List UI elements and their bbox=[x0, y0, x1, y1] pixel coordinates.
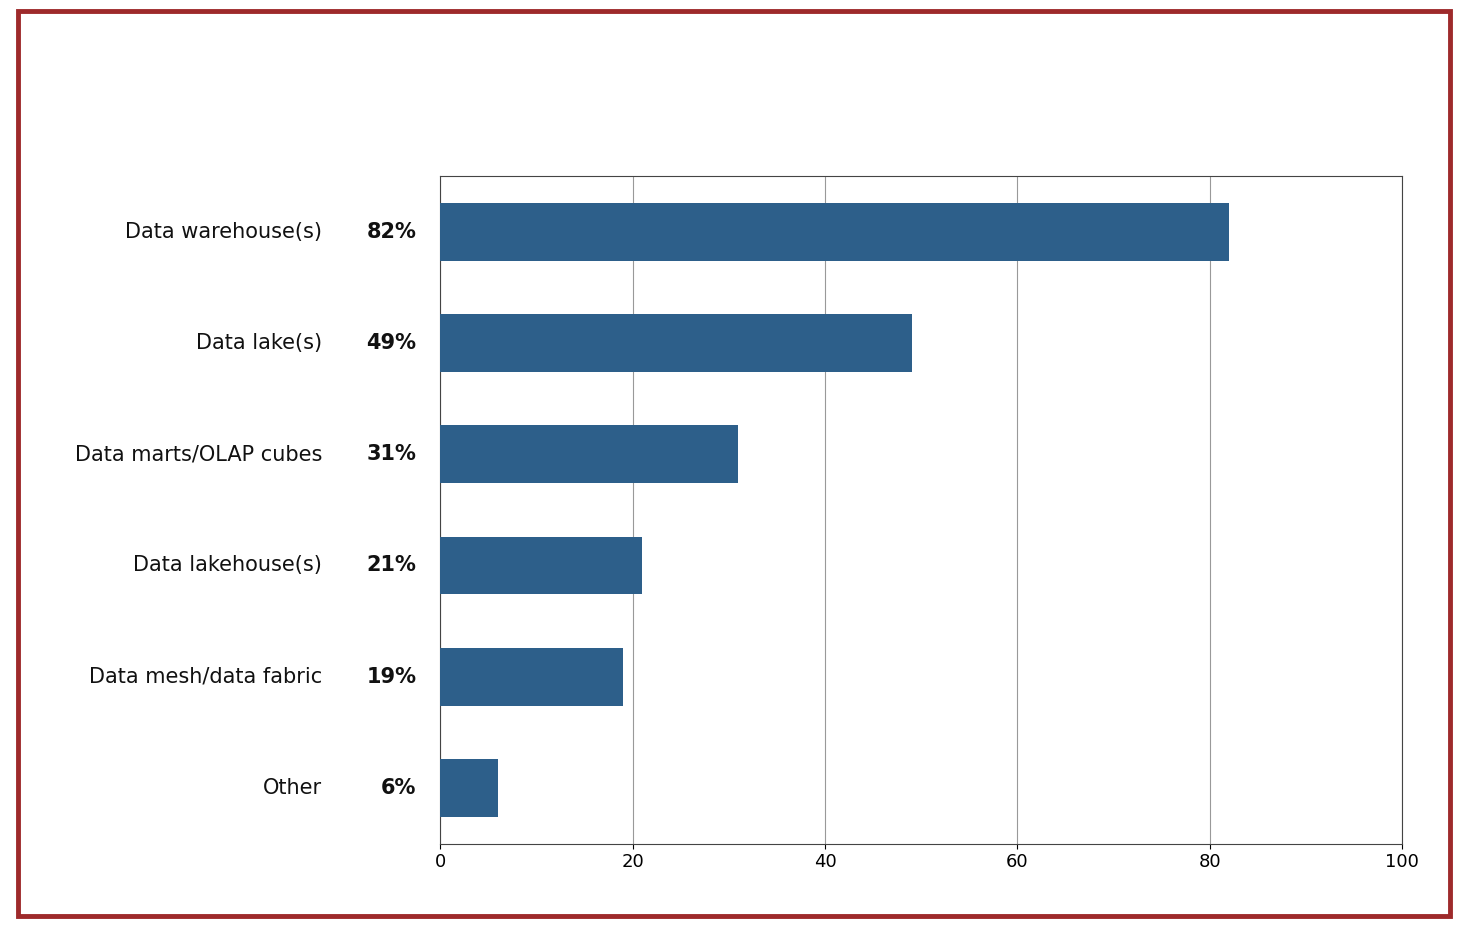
Text: 21%: 21% bbox=[367, 555, 417, 576]
Text: 82%: 82% bbox=[367, 222, 417, 242]
Text: 49%: 49% bbox=[367, 333, 417, 353]
Bar bbox=[440, 648, 622, 705]
Text: Data mesh/data fabric: Data mesh/data fabric bbox=[88, 667, 321, 687]
Bar bbox=[440, 759, 498, 817]
Text: Figure 1: Where Enterprise Data Used for Analysis and
Reporting is Maintained an: Figure 1: Where Enterprise Data Used for… bbox=[283, 44, 1185, 112]
Bar bbox=[440, 425, 738, 483]
Text: 19%: 19% bbox=[367, 667, 417, 687]
Bar bbox=[440, 537, 643, 594]
Bar bbox=[440, 203, 1229, 260]
Text: Data warehouse(s): Data warehouse(s) bbox=[125, 222, 321, 242]
Text: 6%: 6% bbox=[382, 778, 417, 798]
Text: Other: Other bbox=[263, 778, 321, 798]
Bar bbox=[440, 314, 912, 372]
Text: Data lake(s): Data lake(s) bbox=[195, 333, 321, 353]
Text: Data marts/OLAP cubes: Data marts/OLAP cubes bbox=[75, 444, 321, 464]
Text: Data lakehouse(s): Data lakehouse(s) bbox=[134, 555, 321, 576]
Text: 31%: 31% bbox=[367, 444, 417, 464]
